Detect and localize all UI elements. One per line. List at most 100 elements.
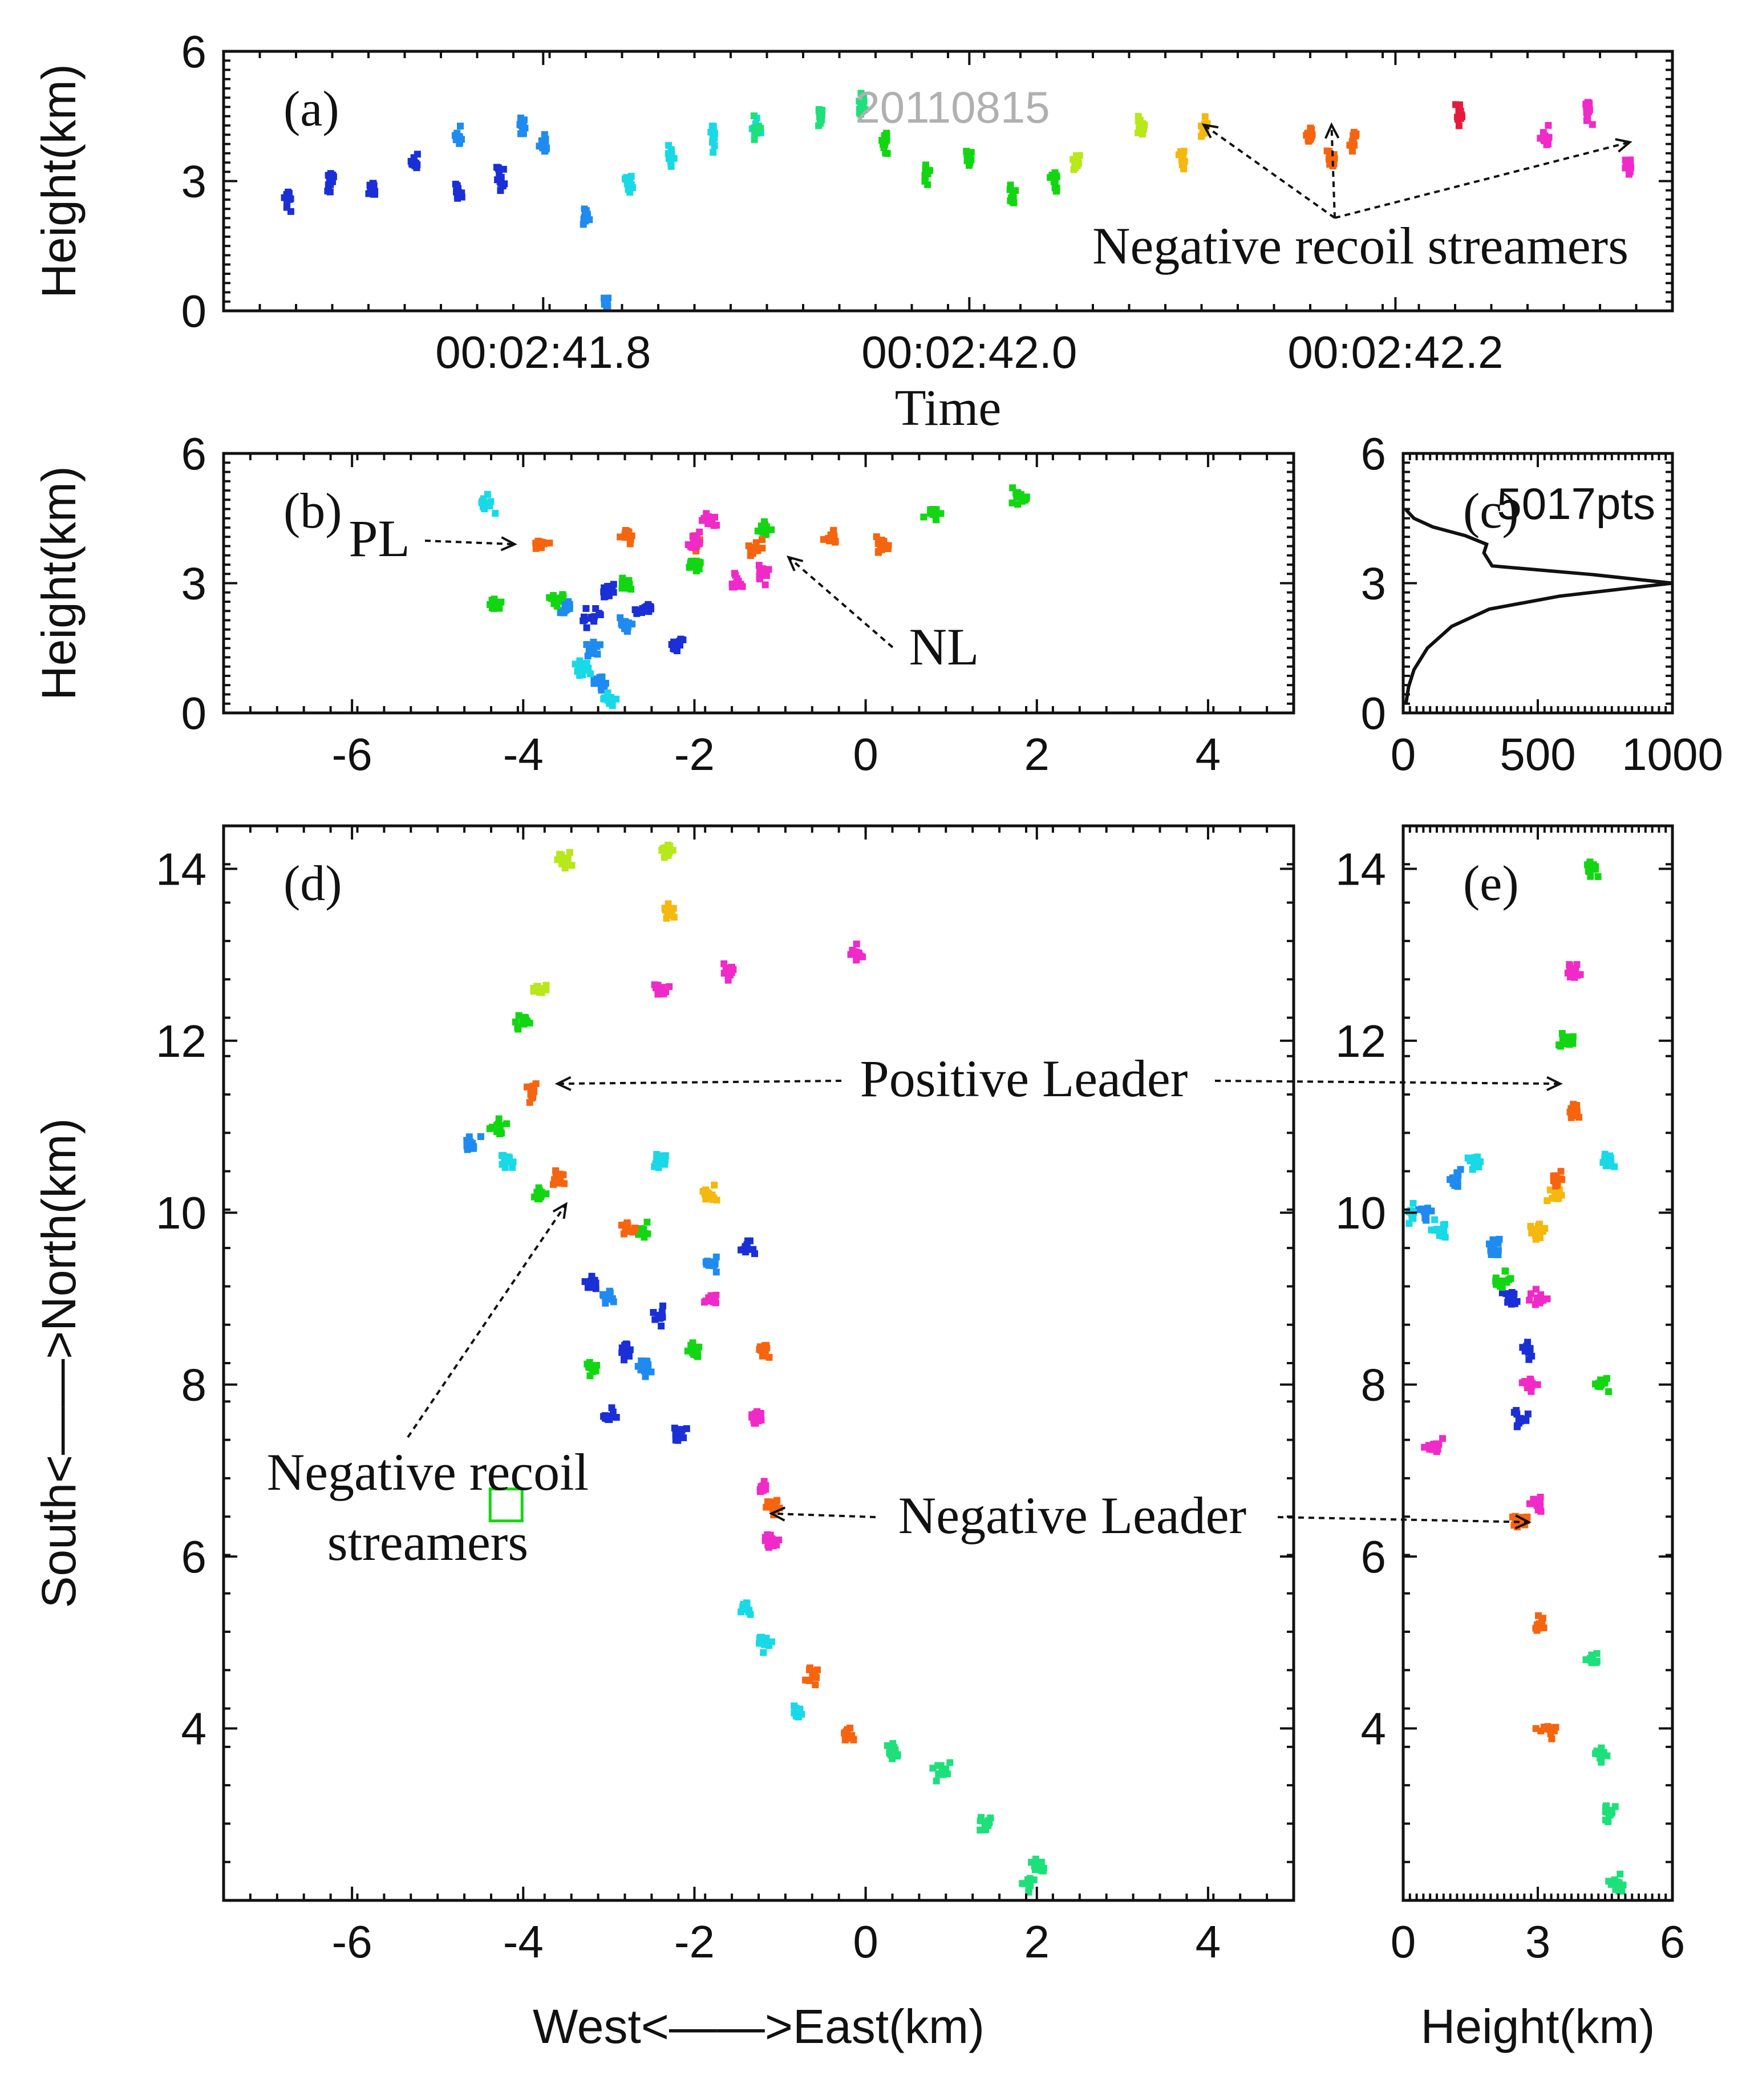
- y-tick-label: 3: [181, 156, 207, 207]
- data-point: [548, 595, 556, 602]
- y-tick-label: 8: [1361, 1360, 1387, 1410]
- data-point: [452, 132, 460, 140]
- data-point: [370, 182, 378, 189]
- x-tick-label: 6: [1660, 1916, 1686, 1967]
- annotation-arrow: [424, 540, 515, 546]
- data-point: [1602, 1804, 1609, 1811]
- data-point: [536, 538, 544, 545]
- data-point: [1507, 1275, 1514, 1282]
- x-tick-label: -6: [332, 729, 372, 780]
- data-point: [603, 1412, 611, 1420]
- data-point: [1019, 1880, 1026, 1887]
- data-point: [885, 542, 892, 549]
- x-tick-label: -4: [503, 1916, 544, 1967]
- data-point: [477, 1133, 484, 1140]
- arrow-head: [500, 536, 517, 552]
- data-point: [1608, 1810, 1615, 1817]
- annotation-arrow: [1277, 1516, 1529, 1523]
- data-point: [1039, 1867, 1047, 1875]
- data-point: [1048, 171, 1056, 179]
- data-point: [1505, 1292, 1512, 1300]
- data-point: [933, 1777, 940, 1785]
- data-point: [686, 563, 693, 571]
- data-point: [590, 675, 598, 683]
- data-point: [1455, 122, 1463, 129]
- negative-recoil-label-line1: Negative recoil: [267, 1443, 589, 1501]
- data-point: [526, 1098, 533, 1106]
- data-point: [1421, 1209, 1429, 1216]
- y-tick-label: 6: [1361, 1531, 1387, 1582]
- data-point: [1594, 873, 1602, 880]
- data-point: [841, 1736, 849, 1744]
- data-point: [1409, 1199, 1417, 1207]
- data-point: [1201, 113, 1209, 120]
- annotation-arrow: [557, 1080, 842, 1085]
- data-point: [652, 1160, 659, 1167]
- data-point: [731, 570, 738, 577]
- data-point: [519, 126, 526, 133]
- data-point: [756, 575, 763, 583]
- data-point: [1555, 1041, 1563, 1049]
- arrow-head: [1546, 1076, 1563, 1092]
- data-point: [561, 607, 568, 615]
- data-point: [857, 90, 865, 97]
- data-point: [1590, 862, 1597, 870]
- data-point: [666, 844, 674, 852]
- data-point: [654, 991, 662, 998]
- data-point: [407, 157, 415, 165]
- data-point: [537, 1194, 544, 1201]
- data-point: [768, 526, 775, 533]
- data-point: [699, 1187, 707, 1195]
- data-point: [621, 1343, 629, 1350]
- data-point: [750, 112, 757, 120]
- data-point: [576, 672, 584, 679]
- data-point: [625, 1352, 633, 1360]
- data-point: [598, 673, 606, 680]
- data-point: [1498, 1289, 1506, 1296]
- data-point: [670, 905, 677, 912]
- data-point: [1547, 1730, 1554, 1737]
- data-point: [1594, 1383, 1602, 1390]
- data-point: [1593, 1650, 1601, 1657]
- data-point: [1504, 1299, 1512, 1306]
- data-point: [754, 547, 761, 554]
- data-point: [756, 1640, 763, 1647]
- data-point-layer: [281, 90, 1673, 1896]
- y-tick-label: 12: [1335, 1016, 1386, 1067]
- data-point: [1528, 1352, 1536, 1360]
- data-point: [946, 1759, 954, 1766]
- data-point: [325, 172, 332, 179]
- data-point: [576, 657, 584, 664]
- data-point: [532, 987, 539, 995]
- data-point: [1135, 113, 1142, 120]
- data-point: [546, 540, 553, 547]
- data-point: [1038, 1858, 1045, 1866]
- y-axis-title: Height(km): [32, 64, 86, 298]
- y-tick-label: 14: [156, 844, 206, 894]
- data-point: [853, 940, 860, 948]
- data-point: [889, 1755, 896, 1762]
- data-point: [720, 960, 728, 967]
- data-point: [1604, 1818, 1611, 1825]
- data-point: [497, 598, 505, 606]
- data-point: [509, 1163, 516, 1171]
- data-point: [581, 205, 588, 213]
- data-point: [562, 861, 569, 868]
- data-point: [937, 1770, 945, 1778]
- y-tick-label: 6: [181, 428, 207, 479]
- data-point: [757, 1410, 764, 1417]
- data-point: [582, 605, 590, 612]
- axes-frame-e: [1401, 824, 1674, 1902]
- data-point: [1433, 1440, 1440, 1448]
- data-point: [1601, 1158, 1609, 1165]
- data-point: [761, 581, 769, 589]
- data-point: [1611, 1803, 1619, 1810]
- data-point: [670, 638, 678, 646]
- panel-label: (d): [283, 856, 342, 911]
- data-point: [1545, 121, 1552, 129]
- data-point: [1586, 1656, 1594, 1664]
- x-tick-label: 2: [1024, 1916, 1050, 1967]
- data-point: [637, 1225, 645, 1233]
- data-point: [761, 569, 768, 576]
- data-point: [576, 666, 584, 674]
